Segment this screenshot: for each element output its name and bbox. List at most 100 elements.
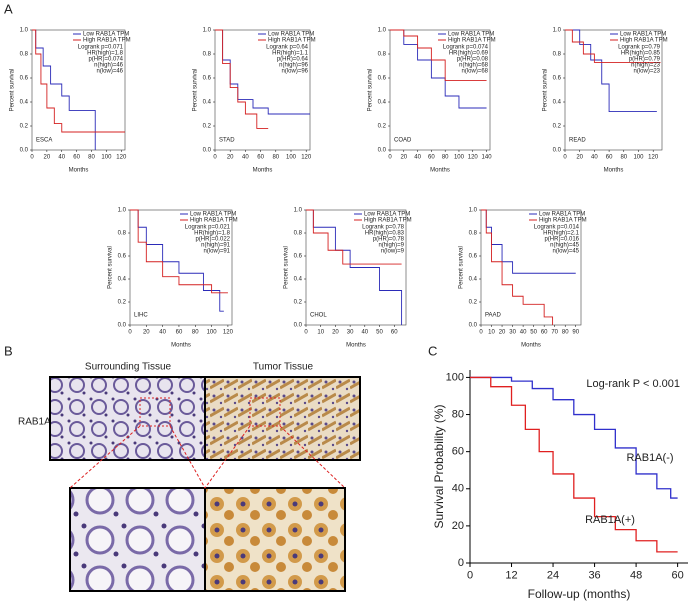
y-tick-label: 0 xyxy=(458,557,464,569)
stat-text: p(HR)=0.074 xyxy=(88,57,123,63)
x-tick-label: 60 xyxy=(391,329,398,335)
plot-frame xyxy=(564,29,663,151)
x-tick-label: 60 xyxy=(176,329,183,335)
y-tick-label: 1.0 xyxy=(378,28,387,34)
zoom-box xyxy=(139,397,171,427)
x-tick-label: 0 xyxy=(213,154,217,160)
y-tick-label: 100 xyxy=(446,371,464,383)
x-tick-label: 40 xyxy=(242,154,249,160)
x-tick-label: 60 xyxy=(257,154,264,160)
stat-text: n(low)=23 xyxy=(633,69,660,75)
survival-curve xyxy=(565,29,657,113)
cancer-label: STAD xyxy=(219,138,235,144)
zoom-image xyxy=(69,487,206,592)
stat-text: p(HR)=0.016 xyxy=(544,237,579,243)
y-axis-label: Percent survival xyxy=(193,69,199,112)
x-tick-label: 40 xyxy=(58,154,65,160)
plot-frame xyxy=(31,29,126,151)
chart: 0.0 0.2 0.4 0.6 0.8 1.0 0 20 40 60 80 100 120 140 Mont… xyxy=(368,28,496,174)
stat-text: HR(high)=0.85 xyxy=(621,51,661,57)
y-tick-label: 0.6 xyxy=(20,76,29,82)
zoom-image xyxy=(204,487,346,592)
legend-label: High RAB1A TPM xyxy=(539,218,587,224)
y-tick-label: 0.2 xyxy=(294,300,303,306)
legend-label: High RAB1A TPM xyxy=(364,218,412,224)
stat-text: p(HR)=0.022 xyxy=(195,237,230,243)
x-tick-label: 70 xyxy=(551,329,558,335)
y-tick-label: 0.2 xyxy=(469,300,478,306)
y-tick-label: 0.8 xyxy=(469,231,478,237)
legend-label: Low RAB1A TPM xyxy=(190,212,236,218)
zoom-connector xyxy=(69,425,346,489)
stat-text: n(low)=46 xyxy=(96,69,123,75)
x-axis-label: Months xyxy=(69,168,89,174)
x-tick-label: 60 xyxy=(428,154,435,160)
x-tick-label: 100 xyxy=(101,154,112,160)
x-tick-label: 10 xyxy=(317,329,324,335)
image-caption: Surrounding Tissue xyxy=(85,362,172,373)
stat-text: Logrank p=0.074 xyxy=(443,45,489,51)
y-axis-label: Percent survival xyxy=(459,246,465,289)
y-tick-label: 40 xyxy=(452,483,464,495)
y-tick-label: 0.8 xyxy=(378,52,387,58)
y-tick-label: 0.4 xyxy=(294,277,303,283)
x-tick-label: 0 xyxy=(563,154,567,160)
chart: 0.0 0.2 0.4 0.6 0.8 1.0 0 20 40 60 80 100 120 Months P… xyxy=(108,208,238,349)
chart: 0.0 0.2 0.4 0.6 0.8 1.0 0 20 40 60 80 100 120 Months P… xyxy=(543,28,668,174)
y-tick-label: 1.0 xyxy=(294,208,303,214)
survival-curve xyxy=(32,29,125,133)
survival-curve xyxy=(130,209,224,312)
x-tick-label: 0 xyxy=(30,154,34,160)
legend-label: High RAB1A TPM xyxy=(83,38,131,44)
y-tick-label: 0.4 xyxy=(469,277,478,283)
x-tick-label: 80 xyxy=(620,154,627,160)
y-tick-label: 1.0 xyxy=(553,28,562,34)
survival-curve xyxy=(306,209,402,265)
stat-text: Logrank p=0.071 xyxy=(78,45,124,51)
histology-image xyxy=(49,376,206,461)
chart: 0.0 0.2 0.4 0.6 0.8 1.0 0 20 40 60 80 100 120 Months P… xyxy=(193,28,316,174)
chart: 0.0 0.2 0.4 0.6 0.8 1.0 0 10 20 30 40 50 60 70 80 90 Mon… xyxy=(459,208,587,349)
x-tick-label: 60 xyxy=(73,154,80,160)
cancer-label: PAAD xyxy=(485,313,502,319)
survival-curve xyxy=(470,376,678,499)
x-tick-label: 60 xyxy=(606,154,613,160)
cancer-label: COAD xyxy=(394,138,412,144)
survival-curve xyxy=(130,209,228,294)
x-tick-label: 30 xyxy=(347,329,354,335)
x-tick-label: 12 xyxy=(505,570,517,582)
y-tick-label: 0.4 xyxy=(203,100,212,106)
y-tick-label: 0.4 xyxy=(118,277,127,283)
y-tick-label: 0.0 xyxy=(294,323,303,329)
panel-label: A xyxy=(4,1,13,16)
x-tick-label: 36 xyxy=(588,570,600,582)
y-tick-label: 0.6 xyxy=(553,76,562,82)
x-tick-label: 80 xyxy=(88,154,95,160)
x-tick-label: 80 xyxy=(442,154,449,160)
x-tick-label: 80 xyxy=(562,329,569,335)
y-tick-label: 0.8 xyxy=(203,52,212,58)
stat-text: n(high)=9 xyxy=(378,243,404,249)
stat-text: HR(high)=2.1 xyxy=(543,231,580,237)
legend-label: High RAB1A TPM xyxy=(268,38,316,44)
stat-text: n(high)=46 xyxy=(94,63,124,69)
stat-text: n(low)=96 xyxy=(281,69,308,75)
x-axis-label: Months xyxy=(346,343,366,349)
y-tick-label: 0.0 xyxy=(118,323,127,329)
x-tick-label: 0 xyxy=(467,570,473,582)
curve-label: RAB1A(+) xyxy=(585,514,635,526)
x-tick-label: 140 xyxy=(482,154,493,160)
cancer-label: ESCA xyxy=(36,138,52,144)
chart: 0.0 0.2 0.4 0.6 0.8 1.0 0 10 20 30 40 50 60 Months Per… xyxy=(284,208,412,349)
y-tick-label: 60 xyxy=(452,446,464,458)
y-tick-label: 0.0 xyxy=(203,148,212,154)
x-tick-label: 20 xyxy=(143,329,150,335)
survival-curve xyxy=(565,29,661,63)
x-tick-label: 100 xyxy=(286,154,297,160)
y-tick-label: 0.8 xyxy=(294,231,303,237)
annotation: Log-rank P < 0.001 xyxy=(586,378,680,390)
x-axis-label: Months xyxy=(604,168,624,174)
x-tick-label: 24 xyxy=(547,570,559,582)
x-tick-label: 100 xyxy=(454,154,465,160)
x-tick-label: 0 xyxy=(304,329,308,335)
